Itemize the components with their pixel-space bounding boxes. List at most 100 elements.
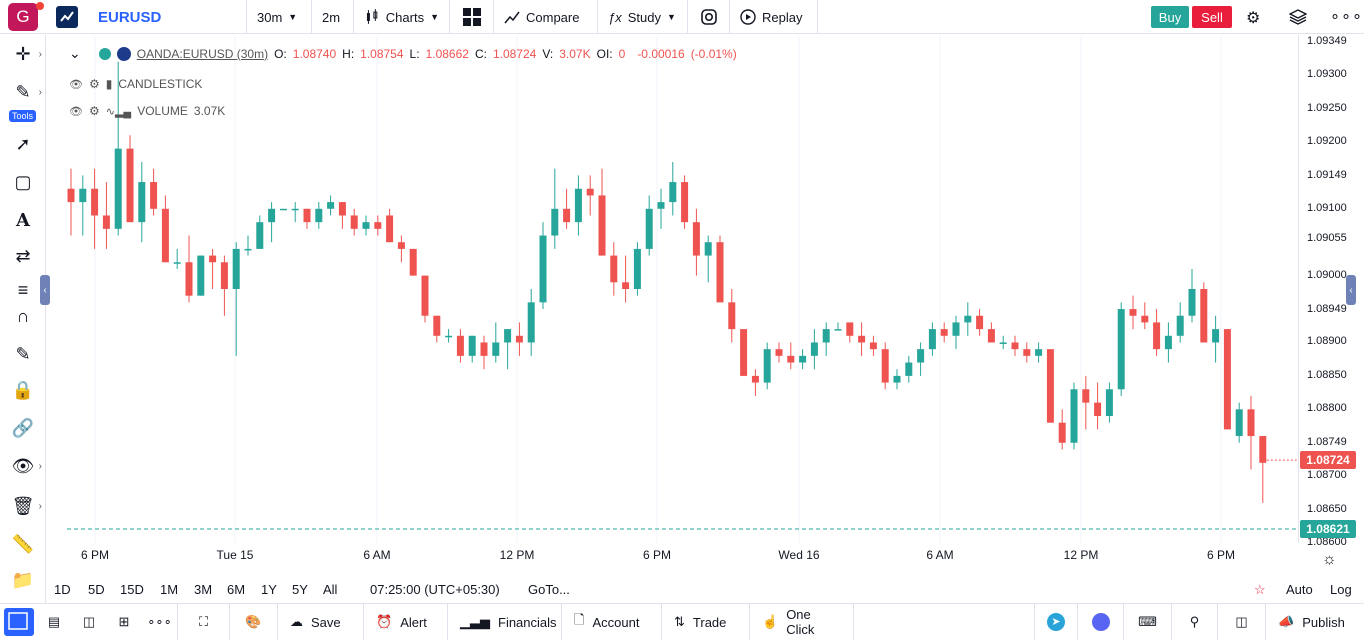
candle-body (657, 202, 665, 209)
compare-icon (504, 11, 520, 24)
ruler-tool[interactable]: 📏 (0, 529, 46, 559)
collapse-chevron-icon[interactable]: ⌄ (69, 45, 81, 61)
trade-button[interactable]: ⇅ Trade (662, 604, 750, 640)
crosshair-tool[interactable]: ✛ › (0, 39, 46, 69)
erase-tool[interactable]: ✎ (0, 339, 46, 369)
range-3m[interactable]: 3M (194, 582, 213, 597)
range-6m[interactable]: 6M (227, 582, 246, 597)
time-axis[interactable]: 6 PM Tue 15 6 AM 12 PM 6 PM Wed 16 6 AM 12 PM 6 … (47, 543, 1298, 567)
study-row-candlestick[interactable]: 👁 ⚙ ▮ CANDLESTICK (69, 77, 202, 91)
rectangle-tool[interactable]: ▢ (0, 167, 46, 197)
tips-button[interactable]: ⚲ (1172, 604, 1218, 640)
candle (586, 175, 594, 216)
range-1d[interactable]: 1D (54, 582, 71, 597)
single-layout-button[interactable] (4, 608, 34, 636)
legend-symbol[interactable]: OANDA:EURUSD (30m) (136, 46, 269, 61)
range-1m[interactable]: 1M (160, 582, 179, 597)
eraser-icon: ✎ (15, 343, 31, 364)
interval-dropdown[interactable]: 30m ▼ (246, 0, 312, 34)
symbol-search-button[interactable]: EURUSD (98, 9, 162, 26)
auto-scale-button[interactable]: Auto (1286, 582, 1313, 597)
link-tool[interactable]: 🔗 (0, 413, 46, 443)
four-layout-button[interactable]: ⊞ (106, 604, 142, 640)
interval-2m-button[interactable]: 2m (312, 0, 354, 34)
chevron-left-icon: ‹ (43, 284, 47, 296)
sell-button[interactable]: Sell (1192, 6, 1232, 28)
time-tick: Tue 15 (216, 548, 254, 562)
candle (940, 322, 948, 343)
buy-button[interactable]: Buy (1151, 6, 1189, 28)
replay-button[interactable]: Replay (730, 0, 818, 34)
compare-button[interactable]: Compare (494, 0, 598, 34)
range-15d[interactable]: 15D (120, 582, 144, 597)
range-5y[interactable]: 5Y (292, 582, 308, 597)
charts-dropdown[interactable]: Charts ▼ (354, 0, 450, 34)
publish-button[interactable]: 📣 Publish (1266, 604, 1364, 640)
candlestick-chart[interactable] (47, 35, 1298, 543)
candle (834, 322, 842, 331)
app-logo[interactable]: G (8, 3, 38, 31)
telegram-button[interactable]: ➤ (1034, 604, 1078, 640)
gear-icon[interactable]: ⚙ (88, 77, 100, 91)
two-col-layout-button[interactable]: ◫ (72, 604, 106, 640)
snapshot-button[interactable] (688, 0, 730, 34)
more-layouts-button[interactable]: ∘∘∘ (142, 604, 178, 640)
delete-tool[interactable]: 🗑 › (0, 491, 46, 521)
chevron-down-icon: ▼ (430, 12, 439, 22)
clock-time[interactable]: 07:25:00 (UTC+05:30) (370, 582, 500, 597)
account-button[interactable]: 🗋 Account (562, 604, 662, 640)
one-click-label: One Click (786, 607, 815, 637)
layers-icon[interactable] (1288, 8, 1308, 31)
pencil-tool[interactable]: ✎ › (0, 77, 46, 107)
legend-h-value: 1.08754 (360, 46, 404, 61)
study-dropdown[interactable]: ƒx Study ▼ (598, 0, 688, 34)
candle (1035, 342, 1043, 363)
candle-body (787, 355, 795, 363)
lines-tool[interactable]: ≡ (0, 275, 46, 305)
fib-tool[interactable]: ⇄ (0, 241, 46, 271)
text-tool[interactable]: A (0, 205, 46, 235)
eye-icon: 👁 (11, 455, 35, 476)
study-row-volume[interactable]: 👁 ⚙ ∿▂▄ VOLUME 3.07K (69, 104, 225, 118)
eye-off-icon[interactable]: 👁 (69, 105, 83, 118)
object-tree-tool[interactable]: 📁 (0, 565, 46, 595)
star-icon[interactable]: ☆ (1254, 582, 1266, 597)
range-all[interactable]: All (323, 582, 338, 597)
right-panel-handle[interactable]: ‹ (1346, 275, 1356, 305)
financials-button[interactable]: ▁▃▅ Financials (448, 604, 562, 640)
candle-body (775, 349, 783, 356)
magnet-tool[interactable]: ∩ (0, 301, 46, 331)
goto-button[interactable]: GoTo... (528, 582, 570, 597)
layout-button[interactable] (450, 0, 494, 34)
save-button[interactable]: ☁ Save (278, 604, 364, 640)
settings-gear-icon[interactable]: ☼ (1322, 551, 1337, 568)
video-button[interactable]: ◫ (1218, 604, 1266, 640)
visibility-tool[interactable]: 👁 › (0, 451, 46, 481)
one-click-button[interactable]: ☝ One Click (750, 604, 854, 640)
log-scale-button[interactable]: Log (1330, 582, 1352, 597)
symbol-icon[interactable] (56, 6, 78, 28)
theme-button[interactable]: 🎨 (230, 604, 278, 640)
alert-button[interactable]: ⏰ Alert (364, 604, 448, 640)
time-tick: Wed 16 (778, 548, 820, 562)
fullscreen-button[interactable]: ⛶ (178, 604, 230, 640)
left-panel-handle[interactable]: ‹ (40, 275, 50, 305)
eye-icon[interactable]: 👁 (69, 78, 83, 91)
price-axis[interactable]: 1.09349 1.09300 1.09250 1.09200 1.09149 1.091… (1298, 35, 1364, 548)
two-row-layout-button[interactable]: ▤ (36, 604, 72, 640)
discord-button[interactable] (1078, 604, 1124, 640)
cursor-tool[interactable]: ➚ (0, 129, 46, 159)
keyboard-button[interactable]: ⌨ (1124, 604, 1172, 640)
range-5d[interactable]: 5D (88, 582, 105, 597)
candle-body (1058, 422, 1066, 443)
legend-h-label: H: (342, 46, 355, 61)
gear-icon[interactable]: ⚙ (88, 104, 100, 118)
fx-icon: ƒx (608, 9, 622, 25)
gear-icon[interactable]: ⚙ (1246, 10, 1261, 27)
more-icon[interactable]: ∘∘∘ (1330, 8, 1364, 25)
lock-tool[interactable]: 🔒 (0, 375, 46, 405)
lightbulb-icon: ⚲ (1189, 614, 1200, 629)
range-1y[interactable]: 1Y (261, 582, 277, 597)
chart-pane[interactable]: ⌄ OANDA:EURUSD (30m) O: 1.08740 H: 1.08754… (47, 35, 1298, 543)
candle-body (303, 208, 311, 223)
